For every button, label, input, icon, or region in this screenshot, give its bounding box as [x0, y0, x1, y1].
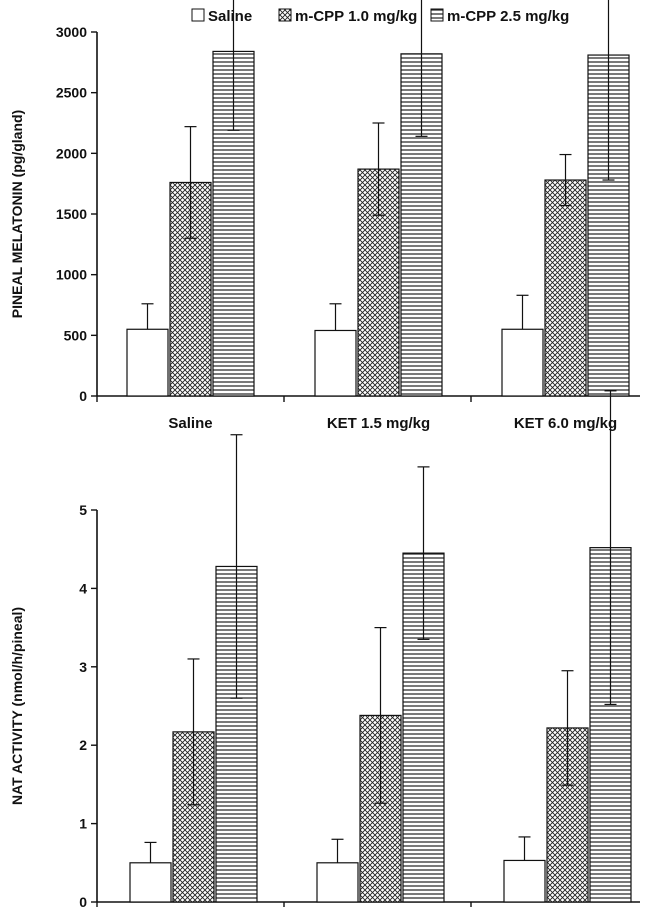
y-tick-label: 1: [79, 816, 87, 832]
legend-label-saline: Saline: [208, 8, 252, 25]
legend-swatch-saline: [191, 8, 205, 22]
category-label: KET 1.5 mg/kg: [327, 415, 430, 432]
bar-saline: [503, 859, 546, 903]
y-tick-label: 5: [79, 502, 87, 518]
y-tick-label: 2: [79, 737, 87, 753]
legend-label-mcpp-1: m-CPP 1.0 mg/kg: [295, 8, 417, 25]
bar-saline: [501, 328, 544, 397]
bar-mcpp-1: [544, 179, 587, 397]
legend-swatch-mcpp-2: [430, 8, 444, 22]
y-tick-label: 500: [64, 327, 88, 343]
bar-saline: [314, 329, 357, 397]
legend-swatch-mcpp-1: [278, 8, 292, 22]
y-tick-label: 3: [79, 659, 87, 675]
bar-saline: [316, 862, 359, 903]
nat-activity-chart: 0 1 2 3 4 5 NAT ACTIVITY (nmol/h/pineal): [9, 390, 640, 907]
y-tick-label: 0: [79, 388, 87, 404]
legend-label-mcpp-2: m-CPP 2.5 mg/kg: [447, 8, 569, 25]
bar-saline: [126, 328, 169, 397]
y-axis-title: PINEAL MELATONIN (pg/gland): [9, 110, 25, 318]
legend: Saline m-CPP 1.0 mg/kg m-CPP 2.5 mg/kg: [191, 8, 569, 25]
category-label: KET 6.0 mg/kg: [514, 415, 617, 432]
y-tick-label: 2000: [56, 145, 87, 161]
y-tick-label: 4: [79, 580, 87, 596]
y-tick-label: 1000: [56, 267, 87, 283]
bar-saline: [129, 862, 172, 903]
melatonin-chart: 0 500 1000 1500 2000 2500 3000 Saline KET 1.5 mg…: [9, 0, 640, 432]
y-axis-title: NAT ACTIVITY (nmol/h/pineal): [9, 607, 25, 805]
category-label: Saline: [168, 415, 212, 432]
y-tick-label: 0: [79, 894, 87, 907]
y-tick-label: 3000: [56, 24, 87, 40]
y-tick-label: 2500: [56, 85, 87, 101]
y-tick-label: 1500: [56, 206, 87, 222]
